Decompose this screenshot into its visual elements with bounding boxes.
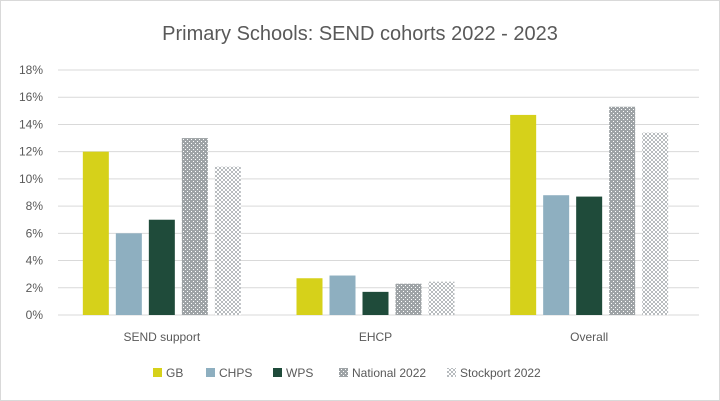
bar-wps: [148, 219, 175, 315]
y-tick-label: 2%: [26, 281, 44, 295]
legend-label: Stockport 2022: [460, 366, 541, 380]
y-tick-label: 12%: [19, 145, 43, 159]
legend-swatch: [339, 368, 348, 377]
y-tick-label: 16%: [19, 90, 43, 104]
bar-gb: [296, 278, 323, 315]
x-category-label: Overall: [570, 330, 608, 344]
legend-label: National 2022: [352, 366, 426, 380]
bar-gb: [510, 114, 537, 316]
y-tick-label: 14%: [19, 117, 43, 131]
y-tick-label: 18%: [19, 63, 43, 77]
legend-label: CHPS: [219, 366, 252, 380]
x-category-label: SEND support: [123, 330, 200, 344]
chart-title: Primary Schools: SEND cohorts 2022 - 202…: [162, 23, 558, 45]
bar-stockport-2022: [428, 281, 455, 315]
x-category-label: EHCP: [359, 330, 392, 344]
bar-chps: [329, 275, 356, 315]
y-tick-label: 10%: [19, 172, 43, 186]
bar-chps: [543, 195, 570, 315]
legend-label: WPS: [286, 366, 313, 380]
y-tick-label: 0%: [26, 308, 44, 322]
bar-gb: [82, 151, 109, 315]
bar-wps: [362, 291, 389, 315]
bar-national-2022: [395, 283, 422, 315]
bar-stockport-2022: [214, 166, 241, 315]
legend-label: GB: [166, 366, 183, 380]
y-tick-label: 6%: [26, 226, 44, 240]
y-tick-label: 8%: [26, 199, 44, 213]
legend-swatch: [206, 368, 215, 377]
bar-chps: [115, 233, 142, 315]
bar-national-2022: [609, 106, 636, 315]
legend-swatch: [153, 368, 162, 377]
bar-stockport-2022: [642, 132, 669, 315]
legend-swatch: [447, 368, 456, 377]
y-tick-label: 4%: [26, 254, 44, 268]
legend-swatch: [273, 368, 282, 377]
bar-national-2022: [181, 138, 208, 315]
bar-wps: [576, 196, 603, 315]
